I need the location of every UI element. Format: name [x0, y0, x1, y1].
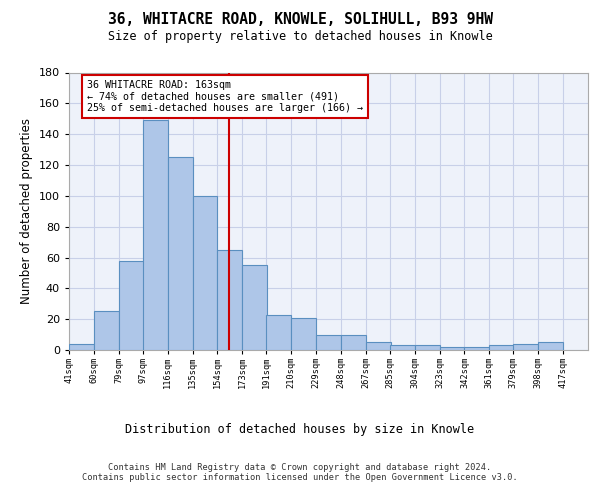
Bar: [291, 318, 316, 350]
Text: Size of property relative to detached houses in Knowle: Size of property relative to detached ho…: [107, 30, 493, 43]
Bar: [464, 347, 490, 350]
Bar: [415, 346, 440, 350]
Bar: [389, 346, 415, 350]
Bar: [490, 346, 514, 350]
Bar: [440, 347, 464, 350]
Bar: [193, 196, 217, 350]
Bar: [266, 314, 291, 350]
Bar: [217, 250, 242, 350]
Bar: [94, 312, 119, 350]
Bar: [341, 334, 366, 350]
Text: Contains HM Land Registry data © Crown copyright and database right 2024.
Contai: Contains HM Land Registry data © Crown c…: [82, 462, 518, 482]
Bar: [69, 344, 94, 350]
Bar: [366, 342, 391, 350]
Bar: [119, 260, 144, 350]
Bar: [242, 265, 268, 350]
Bar: [167, 158, 193, 350]
Text: 36 WHITACRE ROAD: 163sqm
← 74% of detached houses are smaller (491)
25% of semi-: 36 WHITACRE ROAD: 163sqm ← 74% of detach…: [88, 80, 364, 114]
Bar: [143, 120, 167, 350]
Bar: [538, 342, 563, 350]
Text: Distribution of detached houses by size in Knowle: Distribution of detached houses by size …: [125, 422, 475, 436]
Bar: [513, 344, 538, 350]
Y-axis label: Number of detached properties: Number of detached properties: [20, 118, 33, 304]
Bar: [316, 334, 341, 350]
Text: 36, WHITACRE ROAD, KNOWLE, SOLIHULL, B93 9HW: 36, WHITACRE ROAD, KNOWLE, SOLIHULL, B93…: [107, 12, 493, 28]
